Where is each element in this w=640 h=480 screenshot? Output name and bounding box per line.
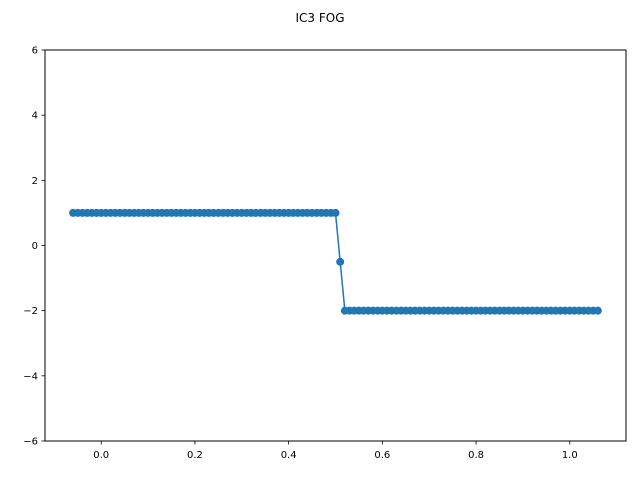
data-point <box>593 306 602 315</box>
x-tick-label: 0.4 <box>281 450 297 461</box>
y-tick-label: 6 <box>32 46 38 57</box>
x-tick-label: 0.8 <box>468 450 484 461</box>
plot-frame <box>44 49 627 442</box>
x-tick-label: 0.6 <box>374 450 390 461</box>
chart-title: IC3 FOG <box>295 11 344 25</box>
x-tick-label: 0.0 <box>93 450 109 461</box>
y-tick-label: −6 <box>23 437 38 448</box>
y-tick-label: 0 <box>32 241 38 252</box>
data-point <box>336 257 345 266</box>
y-tick-label: −2 <box>23 306 38 317</box>
y-tick-label: 2 <box>32 176 38 187</box>
y-tick-label: 4 <box>32 111 38 122</box>
data-point <box>331 208 340 217</box>
x-tick-label: 1.0 <box>562 450 578 461</box>
y-tick-label: −4 <box>23 371 38 382</box>
series-line <box>73 212 598 312</box>
x-tick-label: 0.2 <box>187 450 203 461</box>
